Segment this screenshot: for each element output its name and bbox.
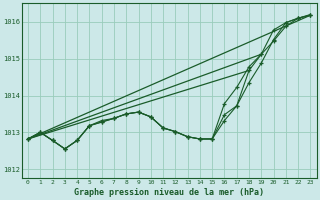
X-axis label: Graphe pression niveau de la mer (hPa): Graphe pression niveau de la mer (hPa): [74, 188, 264, 197]
